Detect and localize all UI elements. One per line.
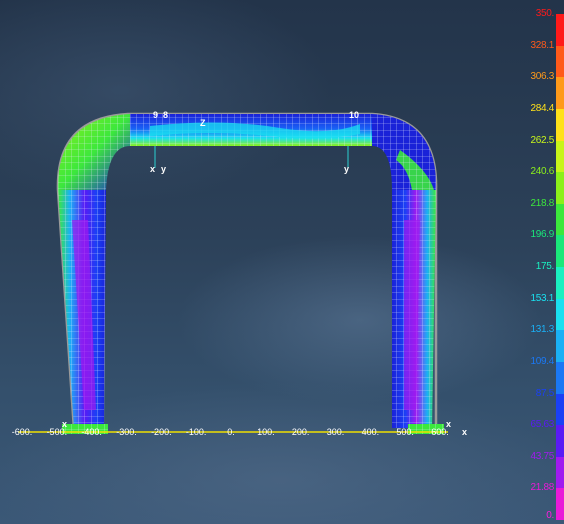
node-label-left-top2: 8 xyxy=(163,110,168,120)
legend-color-swatch xyxy=(556,267,564,299)
legend-value-label: 306.3 xyxy=(530,71,554,83)
legend-color-swatch xyxy=(556,456,564,489)
coord-left-x-label: x xyxy=(150,164,155,174)
legend-color-swatch xyxy=(556,330,564,363)
legend-color-swatch xyxy=(556,77,564,110)
legend-color-swatch xyxy=(556,108,564,141)
axis-scale-label: -600. xyxy=(12,427,33,437)
legend-value-label: 328.1 xyxy=(530,39,554,51)
axis-scale-label: -200. xyxy=(151,427,172,437)
legend-value-label: 109.4 xyxy=(530,355,554,367)
left-post-stress-band xyxy=(72,220,96,410)
legend-value-label: 131.3 xyxy=(530,324,554,336)
frame-outline xyxy=(56,112,438,431)
legend-value-label: 240.6 xyxy=(530,166,554,178)
coord-left-y-label: y xyxy=(161,164,166,174)
legend-color-swatch xyxy=(556,393,564,426)
node-label-left-top: 9 xyxy=(153,110,158,120)
legend-color-swatch xyxy=(556,235,564,268)
legend-color-swatch xyxy=(556,14,564,46)
right-support-marker: x xyxy=(446,419,451,429)
legend-value-label: 153.1 xyxy=(530,292,554,304)
axis-scale-label: 200. xyxy=(292,427,310,437)
legend-value-label: 0. xyxy=(546,510,554,521)
legend-color-swatch xyxy=(556,140,564,173)
axis-scale-label: 500. xyxy=(396,427,414,437)
right-post-stress-band xyxy=(404,220,420,410)
legend-color-swatch xyxy=(556,488,564,521)
legend-color-swatch xyxy=(556,203,564,236)
coord-right-y-label: y xyxy=(344,164,349,174)
axis-scale-labels: -600. -500. -400. -300. -200. -100. 0. 100. 200.… xyxy=(12,427,449,437)
axis-scale-label: -400. xyxy=(81,427,102,437)
axis-end-marker: x xyxy=(462,427,467,437)
legend-color-swatch xyxy=(556,298,564,331)
legend-color-swatch xyxy=(556,361,564,394)
axis-scale-label: -300. xyxy=(116,427,137,437)
legend-value-label: 284.4 xyxy=(530,102,554,114)
top-beam-stress-streak xyxy=(150,122,360,139)
axis-scale-label: 100. xyxy=(257,427,275,437)
stress-contour-model: -600. -500. -400. -300. -200. -100. 0. 100. 200.… xyxy=(12,110,467,437)
axis-scale-label: 600. xyxy=(431,427,449,437)
axis-scale-label: -500. xyxy=(47,427,68,437)
node-label-right-top: 10 xyxy=(349,110,359,120)
legend-color-swatch xyxy=(556,425,564,458)
stress-color-legend: 350. 328.1 306.3 284.4 262.5 240.6 218.8 196.9 1… xyxy=(520,0,564,524)
legend-value-label: 65.63 xyxy=(530,419,554,431)
legend-value-label: 350. xyxy=(535,8,555,19)
legend-color-swatch xyxy=(556,172,564,205)
legend-color-swatch xyxy=(556,45,564,78)
axis-scale-label: 400. xyxy=(362,427,380,437)
left-support-marker: x xyxy=(62,419,67,429)
legend-value-label: 43.75 xyxy=(530,450,554,462)
node-label-center: Z xyxy=(200,118,206,128)
legend-value-label: 196.9 xyxy=(530,229,554,241)
axis-scale-label: -100. xyxy=(186,427,207,437)
axis-scale-label: 300. xyxy=(327,427,345,437)
legend-value-label: 262.5 xyxy=(530,134,554,146)
legend-value-label: 218.8 xyxy=(530,197,554,209)
axis-scale-label: 0. xyxy=(227,427,235,437)
legend-value-label: 87.5 xyxy=(535,387,555,399)
legend-value-label: 21.88 xyxy=(530,482,554,494)
legend-value-label: 175. xyxy=(535,261,555,272)
